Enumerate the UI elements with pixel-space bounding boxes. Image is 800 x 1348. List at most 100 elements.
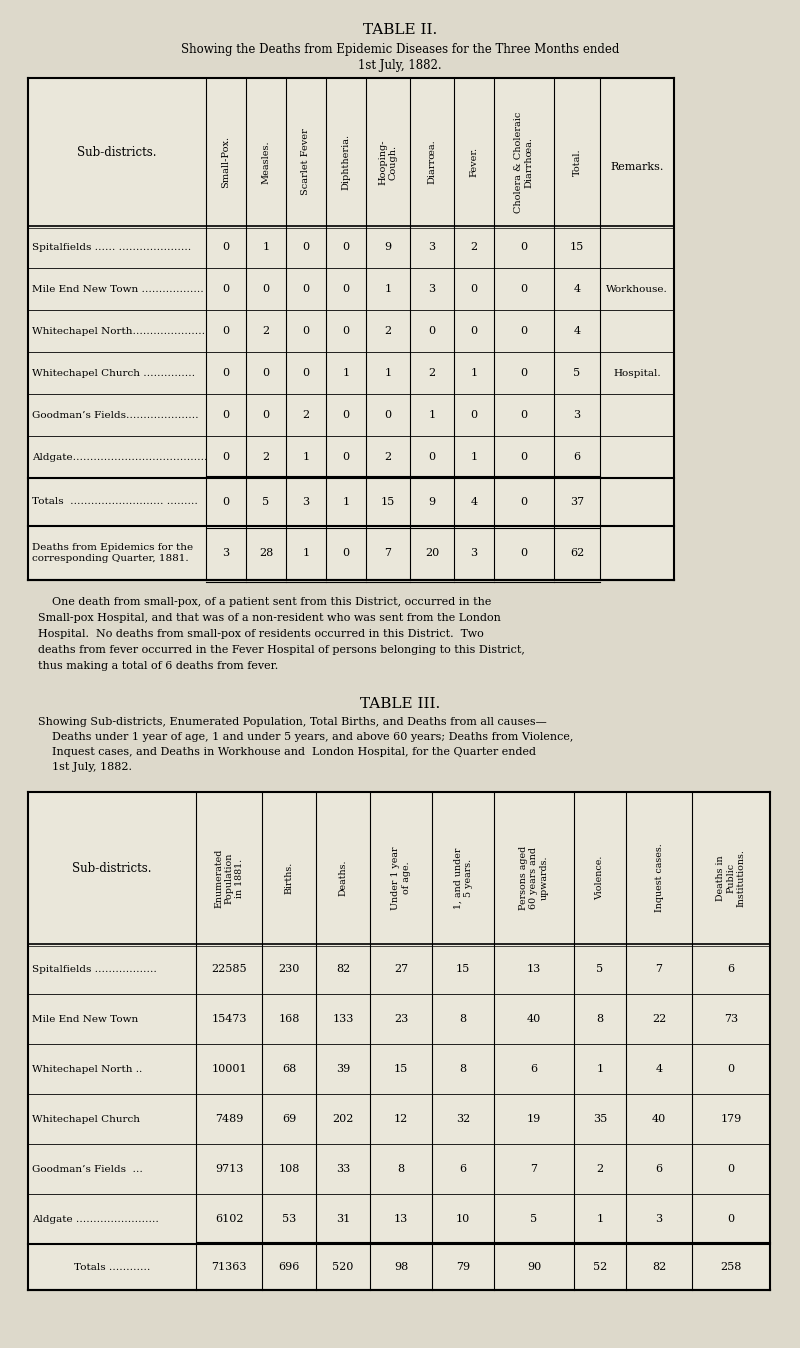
Text: Showing the Deaths from Epidemic Diseases for the Three Months ended: Showing the Deaths from Epidemic Disease…	[181, 43, 619, 57]
Text: 1: 1	[470, 368, 478, 377]
Text: 7489: 7489	[215, 1113, 243, 1124]
Text: 2: 2	[385, 452, 391, 462]
Text: Spitalfields …… …………………: Spitalfields …… …………………	[32, 243, 191, 252]
Text: 22: 22	[652, 1014, 666, 1024]
Text: 0: 0	[222, 368, 230, 377]
Text: 0: 0	[521, 368, 527, 377]
Text: Persons aged
60 years and
upwards.: Persons aged 60 years and upwards.	[519, 847, 549, 910]
Text: 5: 5	[530, 1215, 538, 1224]
Text: Goodman’s Fields…………………: Goodman’s Fields…………………	[32, 411, 198, 419]
Text: 3: 3	[222, 549, 230, 558]
Text: 39: 39	[336, 1064, 350, 1074]
Text: 82: 82	[336, 964, 350, 975]
Text: 1: 1	[429, 410, 435, 421]
Text: 0: 0	[470, 410, 478, 421]
Text: Deaths under 1 year of age, 1 and under 5 years, and above 60 years; Deaths from: Deaths under 1 year of age, 1 and under …	[38, 732, 574, 741]
Text: 4: 4	[574, 284, 581, 294]
Text: 19: 19	[527, 1113, 541, 1124]
Text: 0: 0	[262, 284, 270, 294]
Text: Inquest cases, and Deaths in Workhouse and  London Hospital, for the Quarter end: Inquest cases, and Deaths in Workhouse a…	[38, 747, 536, 758]
Text: 0: 0	[521, 549, 527, 558]
Text: 0: 0	[429, 452, 435, 462]
Text: 1st July, 1882.: 1st July, 1882.	[358, 58, 442, 71]
Text: 13: 13	[527, 964, 541, 975]
Text: 1: 1	[342, 497, 350, 507]
Text: 1: 1	[342, 368, 350, 377]
Text: 4: 4	[574, 326, 581, 336]
Text: 0: 0	[222, 452, 230, 462]
Text: 0: 0	[302, 284, 310, 294]
Text: 1: 1	[302, 549, 310, 558]
Text: Enumerated
Population
in 1881.: Enumerated Population in 1881.	[214, 848, 244, 907]
Text: Sub-districts.: Sub-districts.	[78, 146, 157, 159]
Text: 0: 0	[342, 549, 350, 558]
Text: 0: 0	[521, 243, 527, 252]
Text: Hospital.: Hospital.	[613, 368, 661, 377]
Text: TABLE II.: TABLE II.	[363, 23, 437, 36]
Text: 53: 53	[282, 1215, 296, 1224]
Text: 0: 0	[342, 410, 350, 421]
Text: 15: 15	[394, 1064, 408, 1074]
Text: Whitechapel North ..: Whitechapel North ..	[32, 1065, 142, 1073]
Text: 12: 12	[394, 1113, 408, 1124]
Text: 1: 1	[470, 452, 478, 462]
Text: 40: 40	[527, 1014, 541, 1024]
Text: Total.: Total.	[573, 148, 582, 175]
Text: 22585: 22585	[211, 964, 247, 975]
Text: Fever.: Fever.	[470, 147, 478, 177]
Text: 0: 0	[222, 497, 230, 507]
Text: 1: 1	[597, 1215, 603, 1224]
Text: 13: 13	[394, 1215, 408, 1224]
Text: 8: 8	[597, 1014, 603, 1024]
Text: 32: 32	[456, 1113, 470, 1124]
Text: 0: 0	[342, 243, 350, 252]
Text: 52: 52	[593, 1262, 607, 1273]
Text: thus making a total of 6 deaths from fever.: thus making a total of 6 deaths from fev…	[38, 661, 278, 671]
Text: 0: 0	[727, 1165, 734, 1174]
Text: Aldgate…………………………………: Aldgate…………………………………	[32, 453, 207, 461]
Text: Hospital.  No deaths from small-pox of residents occurred in this District.  Two: Hospital. No deaths from small-pox of re…	[38, 630, 484, 639]
Text: 7: 7	[655, 964, 662, 975]
Text: 35: 35	[593, 1113, 607, 1124]
Text: 8: 8	[459, 1064, 466, 1074]
Text: 6: 6	[655, 1165, 662, 1174]
Text: Inquest cases.: Inquest cases.	[654, 844, 663, 913]
Text: TABLE III.: TABLE III.	[360, 697, 440, 710]
Text: 6: 6	[459, 1165, 466, 1174]
Text: 179: 179	[720, 1113, 742, 1124]
Text: 3: 3	[429, 243, 435, 252]
Text: 0: 0	[521, 326, 527, 336]
Text: 33: 33	[336, 1165, 350, 1174]
Text: 90: 90	[527, 1262, 541, 1273]
Text: Showing Sub-districts, Enumerated Population, Total Births, and Deaths from all : Showing Sub-districts, Enumerated Popula…	[38, 717, 546, 727]
Text: Sub-districts.: Sub-districts.	[72, 861, 152, 875]
Text: 0: 0	[727, 1215, 734, 1224]
Text: 5: 5	[597, 964, 603, 975]
Text: 20: 20	[425, 549, 439, 558]
Text: 202: 202	[332, 1113, 354, 1124]
Text: 15: 15	[381, 497, 395, 507]
Text: 258: 258	[720, 1262, 742, 1273]
Text: 1, and under
5 years.: 1, and under 5 years.	[454, 848, 473, 909]
Text: 0: 0	[262, 410, 270, 421]
Text: Goodman’s Fields  …: Goodman’s Fields …	[32, 1165, 143, 1174]
Text: 108: 108	[278, 1165, 300, 1174]
Text: 27: 27	[394, 964, 408, 975]
Text: 133: 133	[332, 1014, 354, 1024]
Text: 4: 4	[655, 1064, 662, 1074]
Text: 28: 28	[259, 549, 273, 558]
Text: 0: 0	[342, 452, 350, 462]
Text: 3: 3	[655, 1215, 662, 1224]
Text: 2: 2	[470, 243, 478, 252]
Text: 2: 2	[385, 326, 391, 336]
Text: 1: 1	[385, 284, 391, 294]
Text: 7: 7	[530, 1165, 538, 1174]
Text: 2: 2	[262, 326, 270, 336]
Text: 9: 9	[385, 243, 391, 252]
Text: 0: 0	[222, 410, 230, 421]
Text: 696: 696	[278, 1262, 300, 1273]
Text: 9: 9	[429, 497, 435, 507]
Text: Deaths in
Public
Institutions.: Deaths in Public Institutions.	[716, 849, 746, 907]
Text: 1: 1	[262, 243, 270, 252]
Text: 15: 15	[570, 243, 584, 252]
